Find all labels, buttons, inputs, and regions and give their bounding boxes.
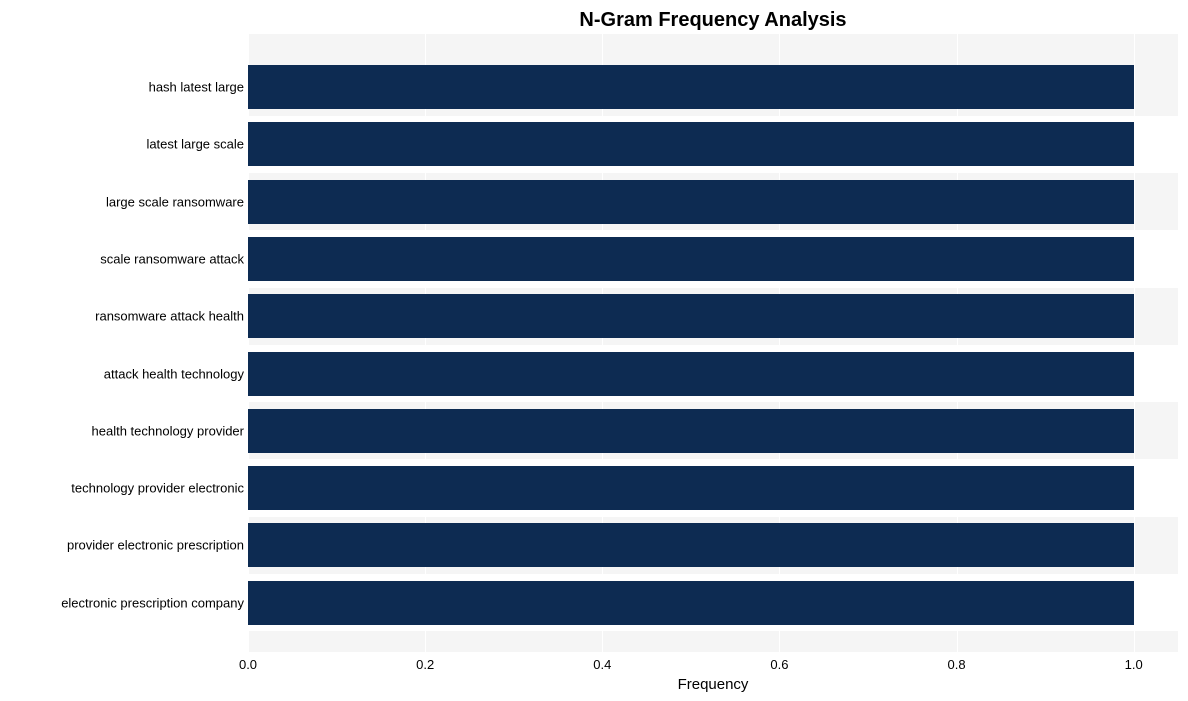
bar: [248, 409, 1134, 453]
x-tick-label: 0.6: [770, 657, 788, 672]
bar: [248, 65, 1134, 109]
plot-area: [248, 34, 1178, 652]
grid-band: [248, 34, 1178, 58]
x-tick-label: 0.2: [416, 657, 434, 672]
y-tick-label: provider electronic prescription: [2, 538, 244, 553]
grid-band: [248, 631, 1178, 652]
bar: [248, 352, 1134, 396]
bar: [248, 122, 1134, 166]
bar: [248, 581, 1134, 625]
bar: [248, 523, 1134, 567]
x-tick-label: 0.4: [593, 657, 611, 672]
grid-line: [1134, 34, 1135, 652]
y-tick-label: ransomware attack health: [2, 309, 244, 324]
bar: [248, 180, 1134, 224]
y-tick-label: hash latest large: [2, 80, 244, 95]
y-tick-label: technology provider electronic: [2, 481, 244, 496]
y-tick-label: scale ransomware attack: [2, 251, 244, 266]
x-tick-label: 0.0: [239, 657, 257, 672]
x-axis-label: Frequency: [248, 676, 1178, 693]
y-tick-label: large scale ransomware: [2, 194, 244, 209]
bar: [248, 294, 1134, 338]
y-tick-label: health technology provider: [2, 423, 244, 438]
y-tick-label: electronic prescription company: [2, 595, 244, 610]
bar: [248, 237, 1134, 281]
chart-title: N-Gram Frequency Analysis: [248, 9, 1178, 32]
y-tick-label: attack health technology: [2, 366, 244, 381]
x-tick-label: 1.0: [1125, 657, 1143, 672]
bar: [248, 466, 1134, 510]
y-tick-label: latest large scale: [2, 137, 244, 152]
x-tick-label: 0.8: [948, 657, 966, 672]
